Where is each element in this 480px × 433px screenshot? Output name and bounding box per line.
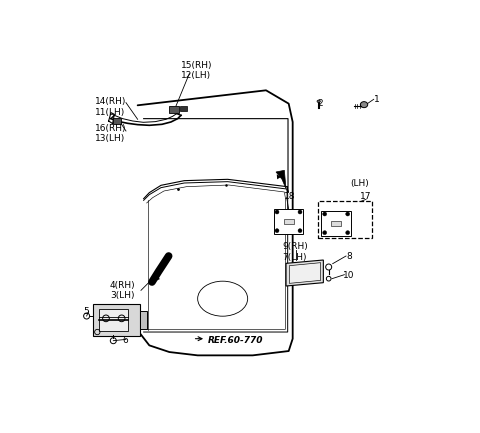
Text: 6: 6 <box>122 336 128 345</box>
Circle shape <box>323 231 327 235</box>
Text: 5: 5 <box>84 307 89 316</box>
Text: 14(RH)
11(LH): 14(RH) 11(LH) <box>96 97 127 116</box>
FancyBboxPatch shape <box>274 209 303 234</box>
Text: 17: 17 <box>360 193 372 201</box>
Bar <box>93 304 140 336</box>
Text: REF.60-770: REF.60-770 <box>208 336 263 345</box>
Bar <box>180 106 187 111</box>
Circle shape <box>298 210 302 214</box>
Text: (LH): (LH) <box>350 179 369 188</box>
Bar <box>99 309 128 331</box>
Text: 18: 18 <box>284 193 296 201</box>
Bar <box>140 311 147 330</box>
Text: 1: 1 <box>374 95 380 104</box>
Text: 16(RH)
13(LH): 16(RH) 13(LH) <box>96 124 127 143</box>
Ellipse shape <box>360 102 368 108</box>
Circle shape <box>275 229 279 233</box>
Ellipse shape <box>317 100 320 103</box>
Circle shape <box>323 212 327 216</box>
Bar <box>284 219 293 224</box>
Text: 8: 8 <box>346 252 352 261</box>
Bar <box>169 106 179 113</box>
Text: 10: 10 <box>343 271 354 280</box>
Text: 15(RH)
12(LH): 15(RH) 12(LH) <box>181 61 213 80</box>
Polygon shape <box>286 260 324 286</box>
Bar <box>113 118 121 124</box>
FancyBboxPatch shape <box>321 211 351 236</box>
Polygon shape <box>276 170 286 189</box>
Text: 4(RH)
3(LH): 4(RH) 3(LH) <box>110 281 135 300</box>
Circle shape <box>346 212 350 216</box>
Circle shape <box>275 210 279 214</box>
Text: 2: 2 <box>318 99 324 108</box>
Circle shape <box>346 231 350 235</box>
Circle shape <box>298 229 302 233</box>
Bar <box>331 221 341 226</box>
FancyBboxPatch shape <box>318 201 372 238</box>
Text: 9(RH)
7(LH): 9(RH) 7(LH) <box>283 242 309 262</box>
Polygon shape <box>289 263 321 283</box>
